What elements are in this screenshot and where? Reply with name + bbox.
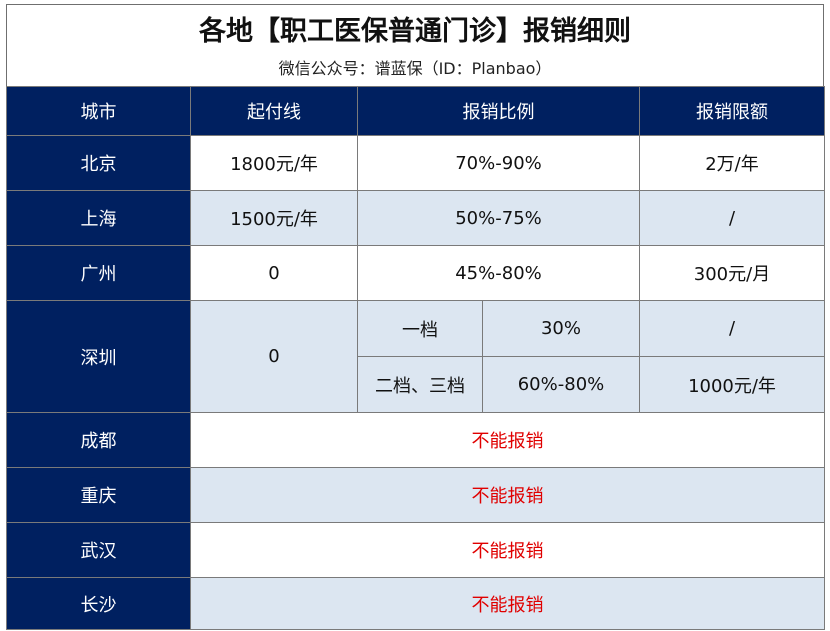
table-row: 二档、三档 60%-80% 1000元/年 <box>7 356 825 413</box>
deductible-cell: 1500元/年 <box>190 190 358 246</box>
limit-cell: / <box>639 190 825 246</box>
city-cell: 武汉 <box>6 522 191 578</box>
table-row: 重庆 不能报销 <box>6 467 825 523</box>
limit-cell: 2万/年 <box>639 135 825 191</box>
table-row: 长沙 不能报销 <box>6 577 825 630</box>
ratio-cell: 45%-80% <box>357 245 640 301</box>
deductible-cell: 0 <box>190 300 358 413</box>
table-row: 广州 0 45%-80% 300元/月 <box>6 245 825 301</box>
limit-cell: 1000元/年 <box>639 356 825 413</box>
ratio-cell: 60%-80% <box>482 356 640 413</box>
header-limit: 报销限额 <box>639 86 825 136</box>
ratio-cell: 30% <box>482 300 640 357</box>
table-header-row: 城市 起付线 报销比例 报销限额 <box>6 86 825 136</box>
not-reimbursable-cell: 不能报销 <box>190 522 825 578</box>
header-city: 城市 <box>6 86 191 136</box>
city-cell: 长沙 <box>6 577 191 630</box>
ratio-cell: 50%-75% <box>357 190 640 246</box>
tier-label-cell: 一档 <box>357 300 483 357</box>
city-cell: 重庆 <box>6 467 191 523</box>
not-reimbursable-cell: 不能报销 <box>190 577 825 630</box>
city-cell: 北京 <box>6 135 191 191</box>
table-row: 北京 1800元/年 70%-90% 2万/年 <box>6 135 825 191</box>
ratio-cell: 70%-90% <box>357 135 640 191</box>
deductible-cell: 0 <box>190 245 358 301</box>
limit-cell: 300元/月 <box>639 245 825 301</box>
not-reimbursable-cell: 不能报销 <box>190 412 825 468</box>
reimbursement-table: 城市 起付线 报销比例 报销限额 北京 1800元/年 70%-90% 2万/年… <box>6 86 825 630</box>
table-row: 上海 1500元/年 50%-75% / <box>6 190 825 246</box>
header-ratio: 报销比例 <box>357 86 640 136</box>
deductible-cell: 1800元/年 <box>190 135 358 191</box>
page-title: 各地【职工医保普通门诊】报销细则 <box>199 16 631 47</box>
city-cell: 广州 <box>6 245 191 301</box>
tier-label-cell: 二档、三档 <box>357 356 483 413</box>
city-cell: 成都 <box>6 412 191 468</box>
city-cell: 上海 <box>6 190 191 246</box>
limit-cell: / <box>639 300 825 357</box>
table-row: 深圳 0 一档 30% / <box>6 300 825 413</box>
not-reimbursable-cell: 不能报销 <box>190 467 825 523</box>
table-row: 成都 不能报销 <box>6 412 825 468</box>
table-row: 武汉 不能报销 <box>6 522 825 578</box>
page-subtitle: 微信公众号：谱蓝保（ID：Planbao） <box>278 59 552 78</box>
city-cell: 深圳 <box>6 300 191 413</box>
header-deductible: 起付线 <box>190 86 358 136</box>
